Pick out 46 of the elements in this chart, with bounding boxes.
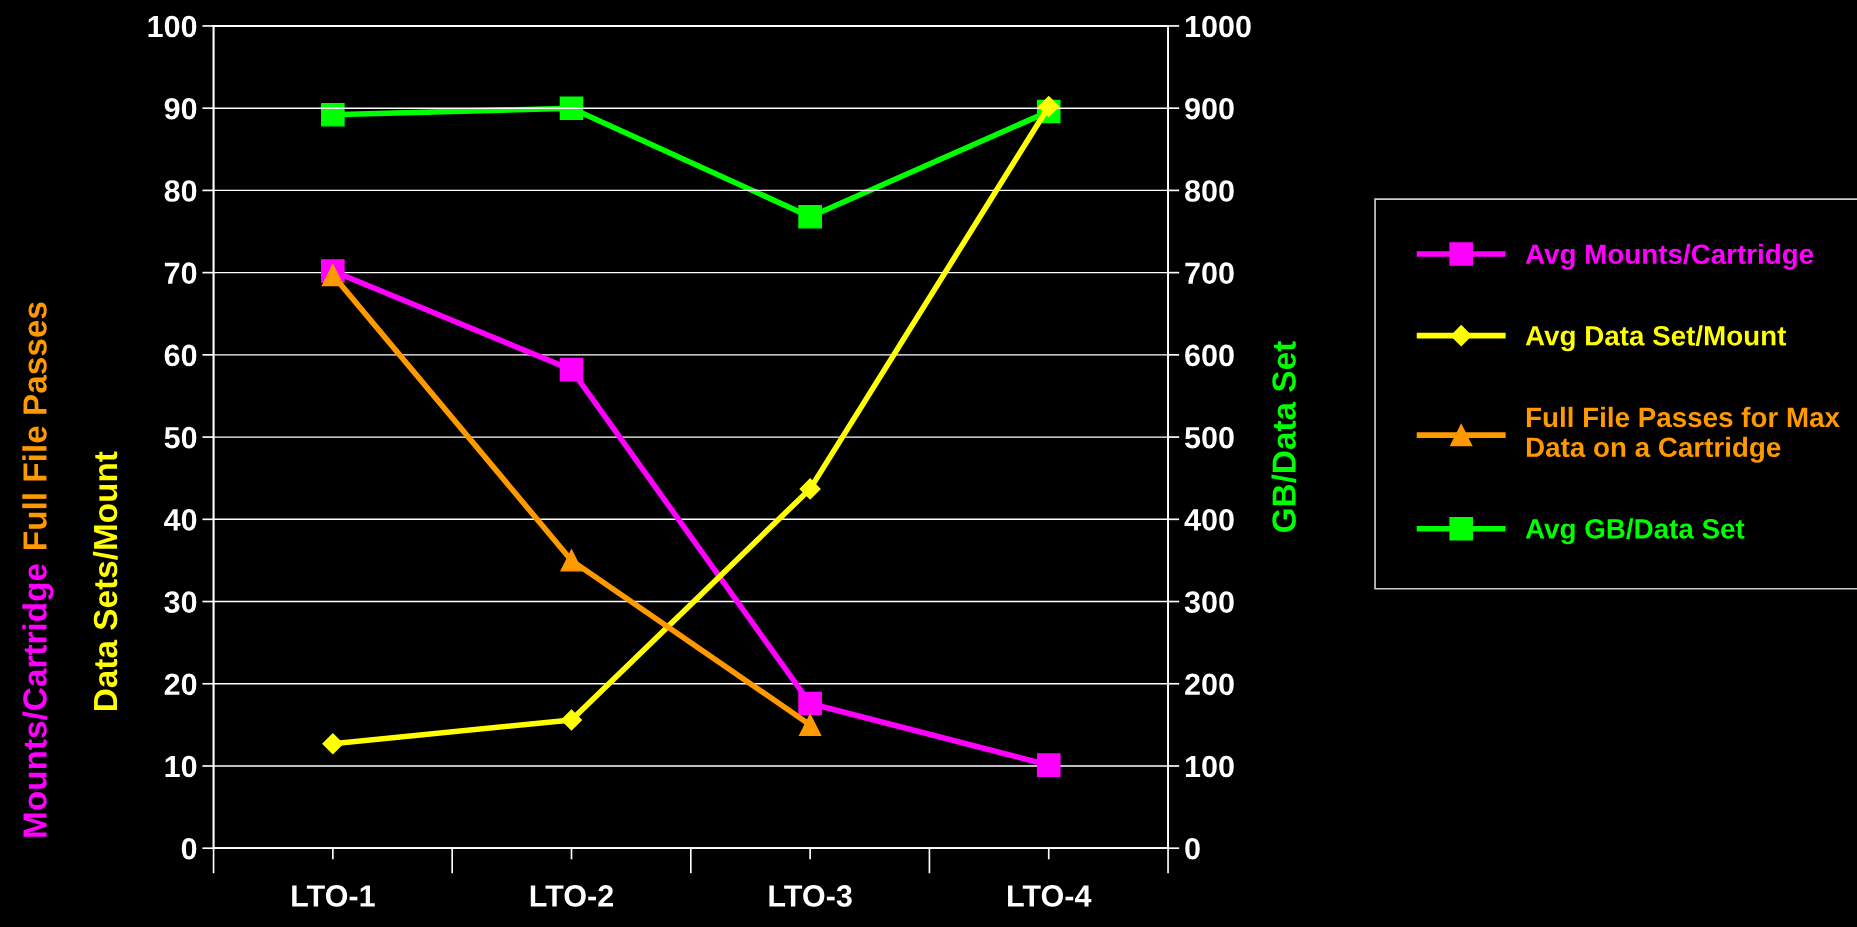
point: [560, 549, 583, 572]
y-tick-label: 100: [148, 15, 197, 38]
point: [799, 478, 821, 500]
y2-tick-label: 600: [1185, 344, 1234, 367]
y2-tick-label: 100: [1185, 755, 1234, 778]
legend-label: Full File Passes for Max Data on a Cartridge: [1526, 406, 1840, 463]
point: [559, 357, 584, 382]
text: Full File Passes: [22, 302, 47, 549]
y2-tick-label: 300: [1184, 591, 1234, 613]
y-tick-label: 50: [164, 426, 197, 449]
point: [798, 204, 822, 229]
point: [798, 691, 822, 716]
text: Mounts/Cartridge: [22, 564, 54, 837]
point: [559, 96, 584, 120]
legend-label: Avg Mounts/Cartridge: [1525, 243, 1814, 270]
y2-tick-label: 0: [1185, 837, 1200, 860]
y-tick-label: 30: [164, 591, 197, 613]
y2-tick-label: 1000: [1185, 15, 1251, 38]
y-tick-label: 80: [164, 180, 197, 202]
y2-tick-label: 800: [1184, 180, 1234, 202]
point: [322, 733, 344, 755]
y2-tick-label: 200: [1185, 673, 1234, 696]
y-tick-label: 10: [165, 755, 197, 778]
y2-tick-label: 500: [1184, 426, 1234, 449]
y2-axis-title: GB/Data Set: [1271, 341, 1297, 533]
x-tick-label: LTO-3: [769, 885, 852, 907]
legend-label: Avg Data Set/Mount: [1525, 325, 1787, 352]
x-tick-label: LTO-4: [1008, 885, 1092, 907]
y-tick-label: 0: [181, 837, 197, 860]
point: [560, 709, 583, 731]
legend-label: Avg GB/Data Set: [1525, 518, 1745, 545]
y2-tick-label: 900: [1185, 97, 1234, 120]
text: Data Sets/Mount: [92, 451, 118, 711]
x-tick-label: LTO-2: [530, 885, 614, 907]
y-tick-label: 20: [164, 673, 197, 696]
y2-tick-label: 400: [1184, 509, 1234, 531]
point: [1036, 753, 1061, 777]
point: [799, 713, 822, 736]
y-tick-label: 40: [164, 509, 197, 531]
y-tick-label: 60: [164, 344, 197, 367]
y2-tick-label: 700: [1185, 262, 1234, 284]
x-tick-label: LTO-1: [292, 885, 375, 907]
y-tick-label: 90: [164, 97, 197, 120]
point: [321, 102, 345, 127]
y-tick-label: 70: [164, 262, 197, 284]
point: [1038, 96, 1060, 118]
